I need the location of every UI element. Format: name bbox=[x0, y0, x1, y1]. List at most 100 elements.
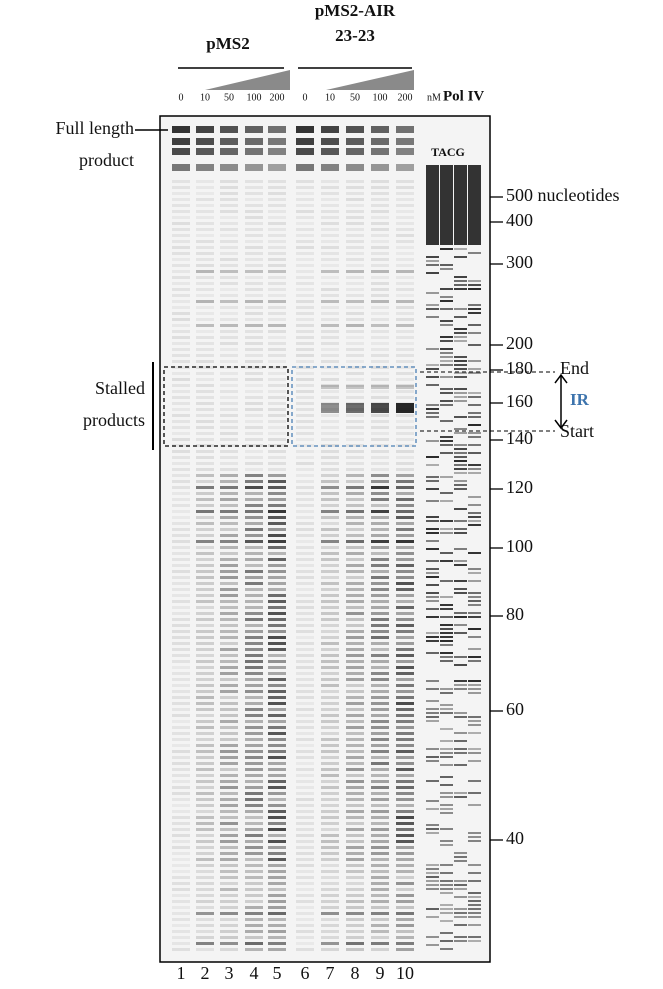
band bbox=[371, 498, 389, 501]
band bbox=[220, 822, 238, 825]
band bbox=[426, 476, 439, 478]
band bbox=[426, 464, 439, 466]
band bbox=[245, 684, 263, 687]
band bbox=[172, 408, 190, 411]
band bbox=[371, 186, 389, 189]
band bbox=[196, 852, 214, 855]
band bbox=[172, 708, 190, 711]
band bbox=[245, 198, 263, 201]
band bbox=[396, 558, 414, 561]
band bbox=[454, 712, 467, 714]
band bbox=[346, 306, 364, 309]
band bbox=[346, 786, 364, 789]
band bbox=[245, 204, 263, 207]
band bbox=[396, 942, 414, 945]
band bbox=[245, 570, 263, 573]
band bbox=[468, 524, 481, 526]
band bbox=[454, 792, 467, 794]
band bbox=[440, 740, 453, 742]
band bbox=[371, 318, 389, 321]
band bbox=[196, 624, 214, 627]
band bbox=[321, 264, 339, 267]
band bbox=[296, 438, 314, 441]
band bbox=[396, 774, 414, 777]
band bbox=[468, 656, 481, 658]
band bbox=[454, 316, 467, 318]
band bbox=[172, 828, 190, 831]
band bbox=[321, 840, 339, 843]
band bbox=[371, 642, 389, 645]
band bbox=[220, 510, 238, 513]
band bbox=[220, 672, 238, 675]
band bbox=[245, 504, 263, 507]
band bbox=[346, 288, 364, 291]
group-label: pMS2 bbox=[206, 34, 249, 53]
band bbox=[440, 888, 453, 890]
band bbox=[172, 222, 190, 225]
band bbox=[296, 852, 314, 855]
band bbox=[440, 608, 453, 610]
band bbox=[396, 420, 414, 423]
band bbox=[426, 348, 439, 350]
band bbox=[396, 864, 414, 867]
band bbox=[321, 654, 339, 657]
band bbox=[196, 876, 214, 879]
band bbox=[296, 756, 314, 759]
band bbox=[196, 474, 214, 477]
band bbox=[454, 624, 467, 626]
smear bbox=[468, 165, 481, 245]
band bbox=[346, 294, 364, 297]
band bbox=[268, 294, 286, 297]
band bbox=[396, 606, 414, 609]
band bbox=[196, 666, 214, 669]
band bbox=[196, 396, 214, 399]
band bbox=[346, 882, 364, 885]
band bbox=[321, 546, 339, 549]
band bbox=[440, 728, 453, 730]
band bbox=[245, 642, 263, 645]
band bbox=[196, 456, 214, 459]
band bbox=[371, 624, 389, 627]
stalled-band bbox=[396, 385, 414, 389]
band bbox=[371, 810, 389, 813]
band bbox=[220, 582, 238, 585]
band bbox=[172, 720, 190, 723]
band bbox=[172, 540, 190, 543]
band bbox=[440, 364, 453, 366]
band bbox=[468, 432, 481, 434]
band bbox=[220, 432, 238, 435]
band bbox=[371, 546, 389, 549]
band bbox=[440, 908, 453, 910]
band bbox=[346, 510, 364, 513]
band bbox=[440, 624, 453, 626]
band bbox=[220, 798, 238, 801]
band bbox=[268, 840, 286, 843]
band bbox=[426, 272, 439, 274]
band bbox=[321, 600, 339, 603]
band bbox=[321, 198, 339, 201]
band bbox=[172, 300, 190, 303]
band bbox=[220, 462, 238, 465]
band bbox=[196, 630, 214, 633]
band bbox=[346, 252, 364, 255]
band bbox=[268, 576, 286, 579]
band bbox=[426, 416, 439, 418]
band bbox=[321, 738, 339, 741]
band bbox=[346, 534, 364, 537]
band bbox=[346, 528, 364, 531]
band bbox=[321, 522, 339, 525]
band bbox=[396, 840, 414, 843]
band bbox=[440, 776, 453, 778]
band bbox=[172, 918, 190, 921]
band bbox=[296, 372, 314, 375]
band bbox=[468, 636, 481, 638]
band bbox=[220, 486, 238, 489]
band bbox=[268, 642, 286, 645]
region-label: IR bbox=[570, 390, 590, 409]
band bbox=[454, 328, 467, 330]
band bbox=[396, 192, 414, 195]
band bbox=[468, 572, 481, 574]
band bbox=[371, 744, 389, 747]
band bbox=[172, 810, 190, 813]
band bbox=[371, 930, 389, 933]
